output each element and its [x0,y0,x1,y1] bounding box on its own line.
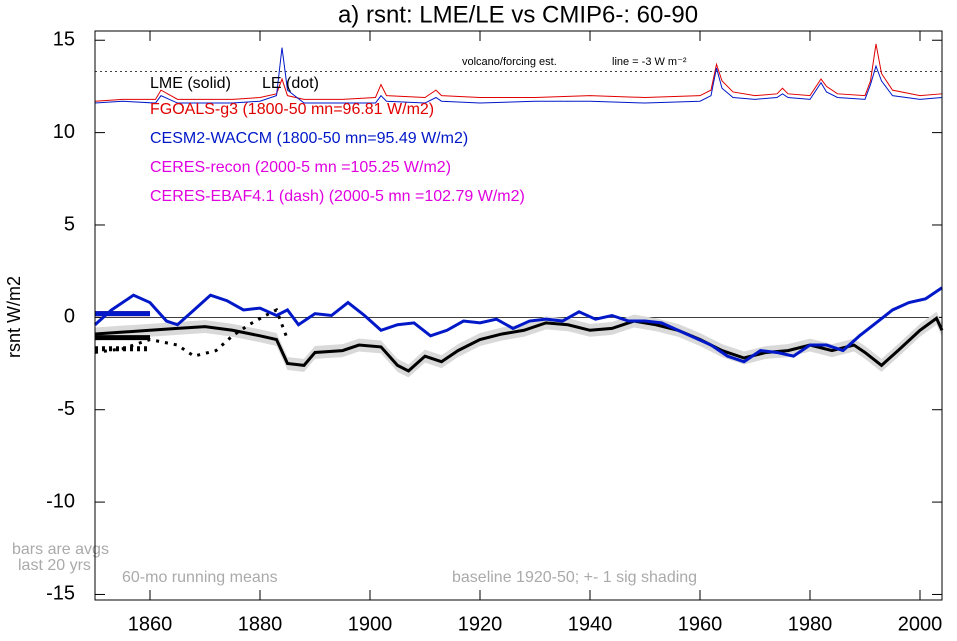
legend-entry: CERES-EBAF4.1 (dash) (2000-5 mn =102.79 … [150,188,525,205]
series-line [93,286,943,364]
x-tick-label: 1980 [788,613,833,635]
x-tick-label: 1940 [568,613,613,635]
legend-entry: CESM2-WACCM (1800-50 mn=95.49 W/m2) [150,130,468,147]
y-tick-label: 10 [53,121,75,143]
annotation: 60-mo running means [122,569,278,586]
forcing-line [94,47,943,104]
x-tick-label: 1900 [348,613,393,635]
legend-entry: CERES-recon (2000-5 mn =105.25 W/m2) [150,159,451,176]
y-tick-label: -15 [46,583,75,605]
legend-entry: LE (dot) [262,75,319,92]
series-line [94,315,944,373]
annotation: last 20 yrs [18,557,91,574]
y-tick-label: -5 [57,398,75,420]
x-tick-label: 1880 [238,613,283,635]
legend-entry: FGOALS-g3 (1800-50 mn=96.81 W/m2) [150,101,434,118]
x-tick-label: 1860 [128,613,173,635]
y-tick-label: 15 [53,29,75,51]
y-tick-label: 0 [64,306,75,328]
annotation: baseline 1920-50; +- 1 sig shading [452,569,697,586]
y-tick-label: 5 [64,213,75,235]
y-axis-label: rsnt W/m2 [4,276,24,358]
chart-title: a) rsnt: LME/LE vs CMIP6-: 60-90 [338,1,698,28]
x-tick-label: 1920 [458,613,503,635]
x-tick-label: 1960 [678,613,723,635]
legend-entry: LME (solid) [150,75,231,92]
forcing-line-label: line = -3 W m⁻² [612,56,687,68]
plot-frame [94,30,943,601]
forcing-line [94,43,943,102]
annotation: bars are avgs [12,541,109,558]
x-tick-label: 2000 [898,613,943,635]
forcing-label: volcano/forcing est. [462,56,557,68]
series-line [94,307,289,358]
y-tick-label: -10 [46,490,75,512]
